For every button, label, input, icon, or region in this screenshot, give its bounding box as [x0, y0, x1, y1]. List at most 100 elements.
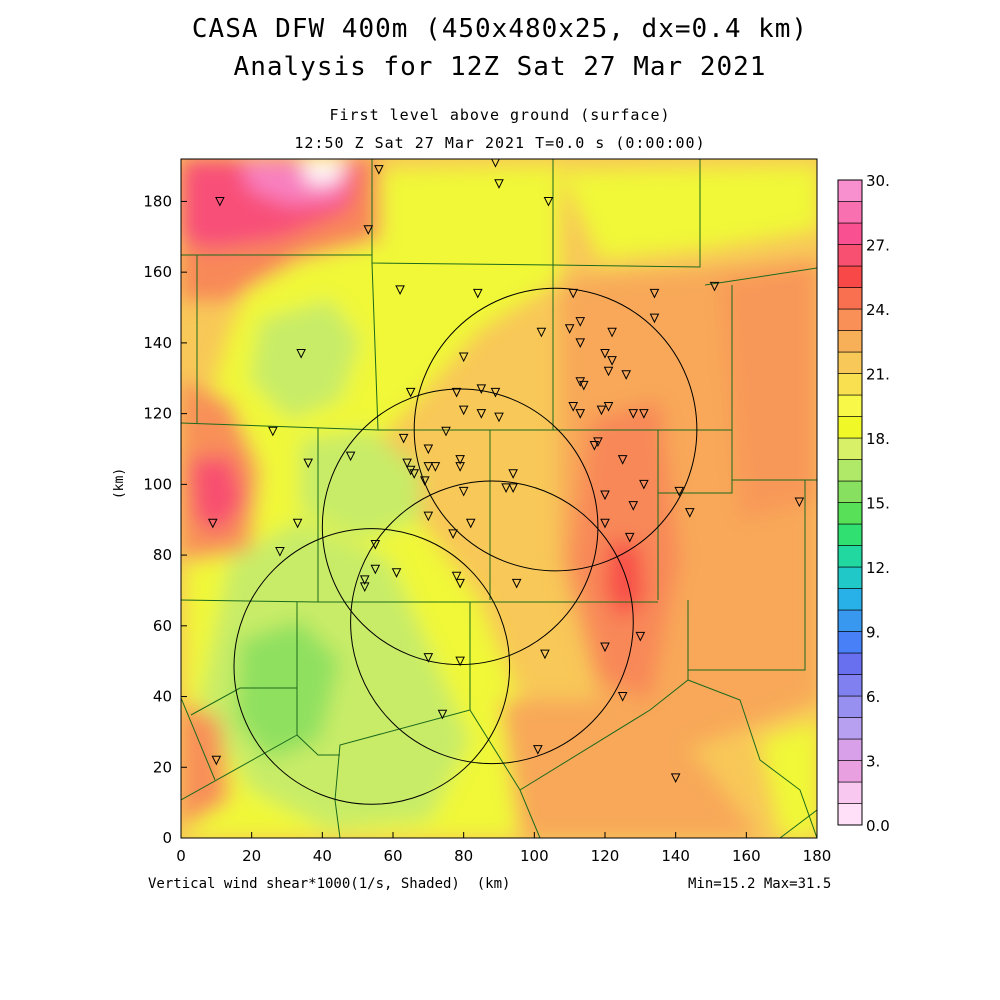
station-marker [292, 518, 303, 529]
x-tick-label: 140 [661, 847, 690, 865]
chart-subtitle-time: 12:50 Z Sat 27 Mar 2021 T=0.0 s (0:00:00… [294, 134, 706, 152]
colorbar-segment [837, 394, 863, 417]
station-marker [419, 476, 430, 486]
station-marker [575, 338, 586, 349]
radar-range-ring [350, 480, 634, 765]
colorbar-segment [837, 373, 863, 396]
station-marker [296, 349, 306, 359]
station-marker [494, 179, 504, 189]
station-marker [448, 529, 458, 539]
colorbar-segment [837, 416, 863, 439]
county-line [181, 265, 554, 431]
station-marker [268, 426, 278, 437]
colorbar-segment [837, 738, 863, 761]
station-marker [564, 324, 575, 334]
station-marker [674, 486, 685, 497]
station-marker [215, 196, 225, 207]
colorbar-segment [837, 760, 863, 783]
station-marker [649, 313, 660, 324]
field-yellow-northeast [560, 165, 817, 260]
county-line [371, 262, 379, 431]
colorbar-label: 0.0 [866, 817, 890, 835]
station-marker [501, 483, 511, 494]
station-marker [603, 366, 614, 377]
county-line [181, 734, 298, 801]
county-line [688, 480, 806, 671]
y-tick-label: 140 [143, 334, 172, 352]
colorbar-label: 12. [866, 559, 890, 577]
county-line [190, 687, 297, 716]
station-marker [670, 773, 681, 783]
field-white-peak [300, 159, 345, 185]
station-marker [405, 387, 416, 398]
colorbar-segment [837, 631, 863, 654]
y-axis: 0 20 40 60 80 100 120 140 160 180 [143, 192, 187, 847]
station-marker [455, 656, 465, 667]
field-yellow-southeast [760, 721, 817, 838]
x-tick-label: 60 [383, 847, 402, 865]
county-line [371, 159, 554, 266]
radar-range-ring [413, 287, 698, 572]
station-marker [491, 159, 500, 168]
station-marker [398, 433, 409, 444]
colorbar-segment [837, 265, 863, 288]
colorbar-segment [837, 674, 863, 697]
station-marker [600, 518, 610, 529]
station-marker [402, 458, 412, 469]
county-line [779, 809, 817, 838]
x-tick-label: 160 [732, 847, 761, 865]
colorbar-segment [837, 609, 863, 632]
colorbar-segment [837, 781, 863, 804]
station-marker [370, 539, 381, 550]
station-marker [275, 547, 285, 557]
chart-title-line2: Analysis for 12Z Sat 27 Mar 2021 [233, 52, 767, 82]
station-marker [624, 532, 635, 543]
station-marker [794, 497, 805, 508]
colorbar-label: 27. [866, 237, 890, 255]
station-marker [207, 518, 218, 529]
colorbar-label: 18. [866, 430, 890, 448]
colorbar-segment [837, 480, 863, 503]
station-marker [639, 479, 649, 490]
station-marker [303, 458, 314, 469]
y-tick-label: 120 [143, 405, 172, 423]
county-boundaries [181, 159, 817, 838]
x-axis: 0 20 40 60 80 100 120 140 160 180 [176, 832, 831, 865]
station-marker [374, 165, 384, 175]
field-red-west [190, 455, 245, 535]
station-marker [575, 409, 586, 419]
colorbar-segment [837, 222, 863, 245]
colorbar-label: 15. [866, 495, 890, 513]
y-tick-label: 40 [153, 688, 172, 706]
station-marker [536, 327, 547, 338]
station-marker [472, 288, 483, 299]
y-tick-label: 100 [143, 475, 172, 493]
field-orange-farEast [720, 260, 817, 520]
station-marker [458, 486, 469, 497]
colorbar-frame [837, 179, 863, 826]
station-marker [575, 377, 586, 387]
colorbar-segment [837, 717, 863, 740]
colorbar-segment [837, 308, 863, 331]
station-marker [423, 444, 434, 455]
colorbar-segment [837, 330, 863, 353]
station-marker [533, 745, 543, 755]
x-tick-label: 0 [176, 847, 186, 865]
colorbar: 30. 27. 24. 21. 18. 15. 12. 9. 6. 3. 0.0 [837, 172, 890, 835]
station-marker [391, 568, 402, 578]
radar-range-ring [233, 528, 511, 805]
station-marker [628, 409, 639, 419]
station-marker [359, 582, 370, 593]
station-marker [617, 455, 628, 465]
min-max-readout: Min=15.2 Max=31.5 [688, 876, 832, 892]
x-tick-label: 100 [520, 847, 549, 865]
station-marker [494, 412, 504, 423]
colorbar-label: 21. [866, 366, 890, 384]
colorbar-segment [837, 545, 863, 568]
station-marker [465, 518, 476, 529]
station-marker [458, 352, 469, 363]
station-marker [430, 462, 441, 472]
station-marker [600, 349, 610, 359]
field-green-core [235, 620, 340, 760]
